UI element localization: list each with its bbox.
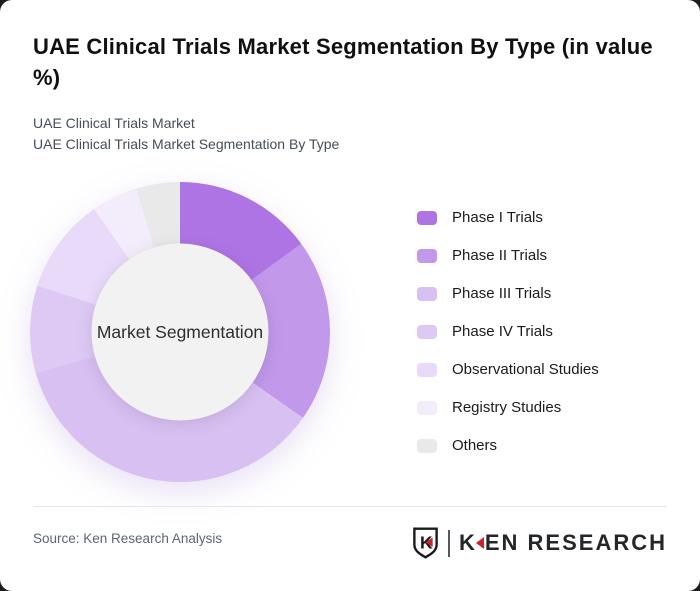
legend-label: Observational Studies bbox=[452, 361, 599, 378]
donut-svg bbox=[30, 182, 330, 482]
page-title: UAE Clinical Trials Market Segmentation … bbox=[33, 34, 653, 90]
shield-red-triangle bbox=[425, 537, 433, 547]
chart-legend: Phase I Trials Phase II Trials Phase III T… bbox=[417, 208, 599, 455]
legend-item: Phase I Trials bbox=[417, 208, 599, 227]
donut-segment-4 bbox=[30, 285, 98, 373]
legend-label: Phase I Trials bbox=[452, 209, 543, 226]
donut-segment-6 bbox=[94, 188, 155, 262]
subtitle-line-2: UAE Clinical Trials Market Segmentation … bbox=[33, 136, 340, 152]
legend-item: Observational Studies bbox=[417, 360, 599, 379]
wordmark-rest: EN RESEARCH bbox=[484, 530, 667, 555]
legend-swatch bbox=[417, 210, 437, 225]
donut-center-label: Market Segmentation bbox=[96, 322, 264, 342]
legend-item: Phase IV Trials bbox=[417, 322, 599, 341]
donut-segment-2 bbox=[249, 243, 330, 418]
shield-icon: K bbox=[413, 527, 438, 559]
donut-segment-7 bbox=[136, 182, 180, 250]
legend-swatch bbox=[417, 286, 437, 301]
ken-research-logo: K K EN RESEARCH bbox=[412, 527, 667, 559]
legend-label: Others bbox=[452, 437, 498, 454]
legend-label: Phase III Trials bbox=[452, 285, 552, 302]
legend-swatch bbox=[417, 324, 437, 339]
donut-segment-5 bbox=[37, 209, 131, 306]
wordmark-red-triangle-icon bbox=[475, 537, 484, 549]
legend-item: Registry Studies bbox=[417, 398, 599, 417]
legend-label: Registry Studies bbox=[452, 399, 562, 416]
wordmark-k: K bbox=[458, 530, 477, 555]
subtitle-line-1: UAE Clinical Trials Market bbox=[33, 115, 195, 131]
logo-wordmark: K EN RESEARCH bbox=[459, 530, 667, 556]
legend-swatch bbox=[417, 248, 437, 263]
chart-subtitle: UAE Clinical Trials Market UAE Clinical … bbox=[33, 113, 339, 155]
footer-divider bbox=[33, 506, 667, 507]
legend-item: Phase II Trials bbox=[417, 246, 599, 265]
legend-swatch bbox=[417, 400, 437, 415]
donut-segment-1 bbox=[180, 182, 302, 282]
legend-label: Phase IV Trials bbox=[452, 323, 553, 340]
legend-label: Phase II Trials bbox=[452, 247, 548, 264]
source-note: Source: Ken Research Analysis bbox=[33, 531, 223, 546]
logo-divider bbox=[447, 529, 450, 557]
donut-hole bbox=[91, 243, 269, 421]
legend-swatch bbox=[417, 438, 437, 453]
legend-item: Others bbox=[417, 436, 599, 455]
legend-item: Phase III Trials bbox=[417, 284, 599, 303]
legend-swatch bbox=[417, 362, 437, 377]
